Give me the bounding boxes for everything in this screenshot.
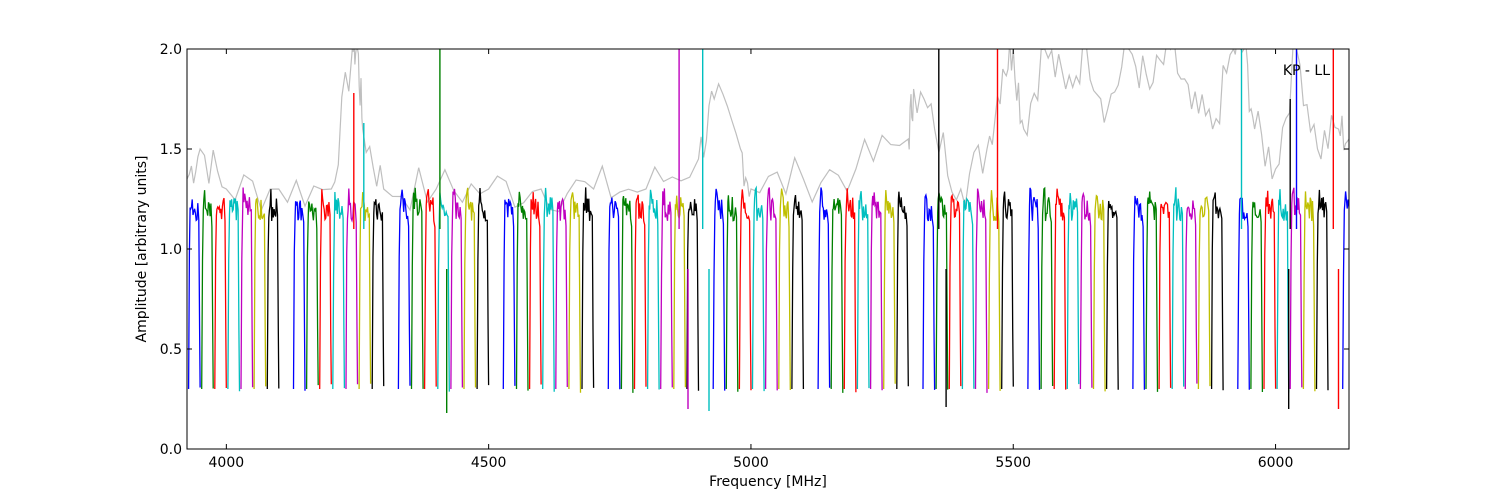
channel-line (502, 198, 516, 390)
channel-line (686, 199, 700, 391)
plot-background (187, 49, 1349, 449)
channel-line (987, 190, 1001, 391)
channel-line (214, 197, 227, 390)
series-3 (227, 185, 1290, 393)
channel-line (305, 201, 319, 390)
channel-line (607, 197, 621, 390)
channel-line (712, 188, 726, 391)
channel-line (1171, 187, 1185, 390)
channel-line (358, 192, 372, 390)
channel-line (646, 189, 660, 390)
channel-line (791, 194, 805, 390)
background-series-line (187, 49, 1349, 213)
channel-line (1145, 191, 1159, 392)
channel-line (266, 189, 280, 390)
channel-line (201, 190, 214, 390)
channel-line (856, 190, 870, 390)
channel-line (345, 188, 359, 390)
channel-line (1276, 189, 1290, 393)
channel-line (869, 192, 883, 391)
channel-line (581, 187, 595, 390)
channel-line (542, 187, 555, 392)
channel-line (227, 198, 241, 392)
channel-line (1158, 201, 1172, 390)
channel-line (738, 189, 752, 391)
channel-line (1342, 191, 1349, 390)
channel-line (1210, 192, 1224, 391)
channel-line (935, 192, 949, 390)
channel-line (1132, 195, 1146, 390)
tick-layer: 4000 4500 5000 5500 6000 0.0 0.5 1.0 1.5 2.0 (160, 42, 1349, 471)
channel-line (292, 200, 306, 391)
channel-line (751, 185, 765, 392)
channel-line (476, 187, 490, 390)
channel-line (253, 197, 267, 390)
channel-line (1184, 200, 1198, 390)
series-0 (187, 187, 1349, 391)
x-tick-label: 6000 (1258, 455, 1294, 471)
channel-line (410, 187, 424, 390)
y-axis-label: Amplitude [arbitrary units] (134, 156, 150, 343)
channel-line (240, 187, 254, 390)
y-tick-label: 0.5 (160, 342, 182, 358)
channel-line (1027, 187, 1041, 390)
series-layer (187, 49, 1349, 413)
channel-line (974, 188, 988, 393)
channel-line (319, 189, 332, 390)
y-tick-label: 1.5 (160, 142, 182, 158)
channel-line (1066, 192, 1080, 390)
series-1 (201, 186, 1264, 393)
channel-line (1302, 191, 1316, 392)
channel-line (620, 195, 634, 393)
y-tick-label: 2.0 (160, 42, 182, 58)
channel-line (922, 192, 936, 390)
channel-line (423, 189, 437, 390)
x-tick-label: 5500 (995, 455, 1031, 471)
channel-line (528, 192, 542, 390)
channel-line (515, 191, 529, 391)
channel-line (817, 187, 831, 390)
series-6 (266, 187, 1329, 391)
channel-line (843, 188, 857, 393)
channel-line (1250, 201, 1264, 393)
channel-line (1092, 194, 1106, 392)
series-2 (214, 188, 1277, 393)
x-axis-label: Frequency [MHz] (709, 474, 827, 490)
channel-line (1237, 197, 1250, 390)
channel-line (660, 188, 673, 390)
channel-line (725, 195, 739, 392)
channel-line (1040, 186, 1054, 390)
channel-line (332, 191, 346, 390)
channel-line (633, 194, 647, 390)
x-tick-label: 4500 (471, 455, 507, 471)
channel-line (1197, 196, 1211, 390)
channel-line (555, 197, 568, 390)
y-tick-label: 1.0 (160, 242, 182, 258)
channel-line (764, 187, 778, 391)
chart-annotation: KP - LL (1283, 63, 1330, 79)
channel-line (1053, 188, 1067, 390)
channel-line (1001, 191, 1014, 390)
series-4 (240, 187, 1303, 393)
y-tick-label: 0.0 (160, 442, 182, 458)
channel-line (896, 191, 909, 390)
x-tick-label: 4000 (209, 455, 245, 471)
channel-line (450, 188, 464, 390)
channel-line (1079, 191, 1093, 390)
channel-line (948, 193, 962, 390)
channel-line (778, 188, 791, 391)
channel-line (568, 192, 582, 393)
channel-line (371, 199, 385, 390)
channel-line (1105, 200, 1119, 390)
channel-line (1263, 190, 1277, 390)
channel-line (463, 187, 477, 390)
x-tick-label: 5000 (733, 455, 769, 471)
channel-line (883, 190, 896, 390)
channel-line (1315, 189, 1329, 391)
channel-line (830, 198, 844, 393)
channel-line (397, 189, 411, 390)
channel-line (961, 196, 975, 390)
channel-line (187, 199, 201, 390)
